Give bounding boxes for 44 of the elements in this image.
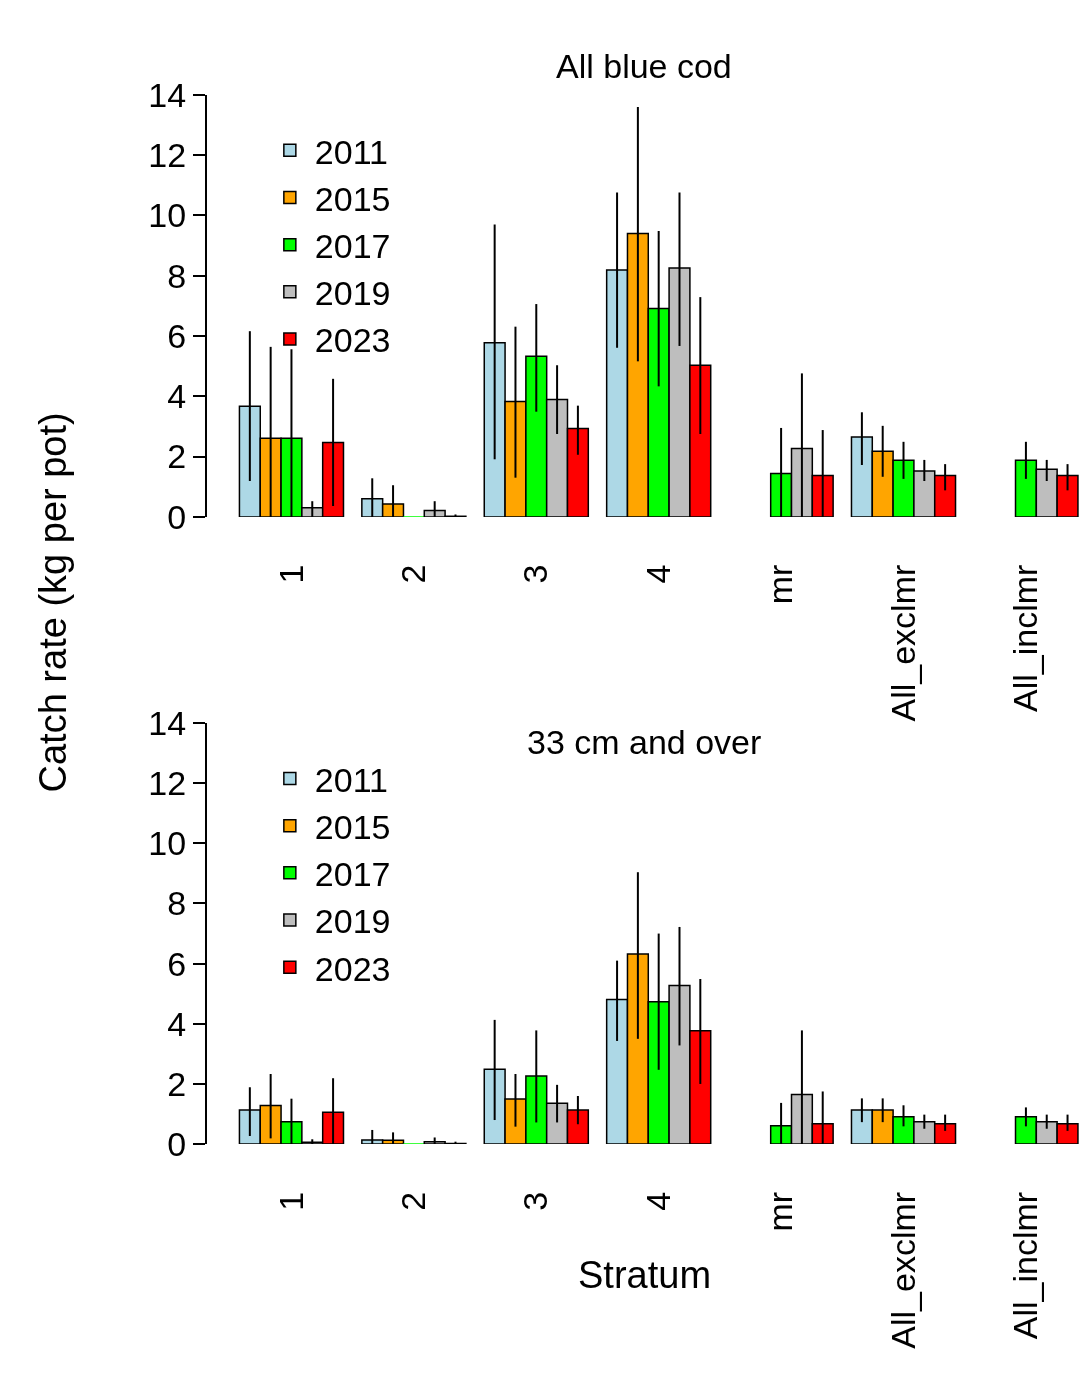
legend-label: 2015 — [314, 179, 391, 218]
y-tick-label: 14 — [148, 75, 187, 114]
y-tick-label: 4 — [167, 1004, 187, 1043]
x-tick-label: All_exclmr — [883, 564, 922, 722]
x-tick-label: 2 — [393, 1191, 432, 1211]
legend-label: 2017 — [314, 226, 391, 265]
legend-label: 2019 — [314, 274, 391, 313]
x-axis-title: Stratum — [578, 1254, 712, 1296]
chart-title: 33 cm and over — [527, 723, 762, 761]
y-axis-title: Catch rate (kg per pot) — [31, 412, 74, 793]
y-tick-label: 6 — [167, 316, 187, 355]
y-tick-label: 2 — [167, 1064, 187, 1103]
y-tick-label: 14 — [148, 703, 187, 742]
y-tick-label: 0 — [167, 1124, 187, 1163]
x-tick-label: mr — [761, 1191, 800, 1232]
y-tick-label: 12 — [148, 136, 187, 175]
legend-label: 2015 — [314, 807, 391, 846]
x-tick-label: 4 — [638, 1191, 677, 1211]
legend-label: 2011 — [314, 132, 388, 171]
x-tick-label: All_inclmr — [1005, 564, 1044, 713]
legend-label: 2019 — [314, 902, 391, 941]
legend-label: 2023 — [314, 321, 391, 360]
x-tick-label: 1 — [271, 1191, 310, 1211]
x-tick-label: 3 — [516, 1191, 555, 1211]
y-tick-label: 12 — [148, 764, 187, 803]
legend-label: 2011 — [314, 760, 388, 799]
x-tick-label: mr — [761, 564, 800, 605]
y-tick-label: 8 — [167, 256, 187, 295]
y-tick-label: 6 — [167, 944, 187, 983]
x-tick-label: 3 — [516, 564, 555, 584]
y-tick-label: 2 — [167, 437, 187, 476]
y-tick-label: 0 — [167, 497, 187, 536]
x-tick-label: 1 — [271, 564, 310, 584]
legend-label: 2017 — [314, 855, 391, 894]
y-tick-label: 4 — [167, 377, 187, 416]
chart-title: All blue cod — [556, 47, 732, 85]
x-tick-label: 2 — [393, 564, 432, 584]
y-tick-label: 10 — [148, 824, 187, 863]
x-tick-label: 4 — [638, 564, 677, 584]
x-tick-label: All_exclmr — [883, 1191, 922, 1349]
x-tick-label: All_inclmr — [1005, 1191, 1044, 1340]
y-tick-label: 10 — [148, 196, 187, 235]
y-tick-label: 8 — [167, 884, 187, 923]
legend-label: 2023 — [314, 949, 391, 988]
